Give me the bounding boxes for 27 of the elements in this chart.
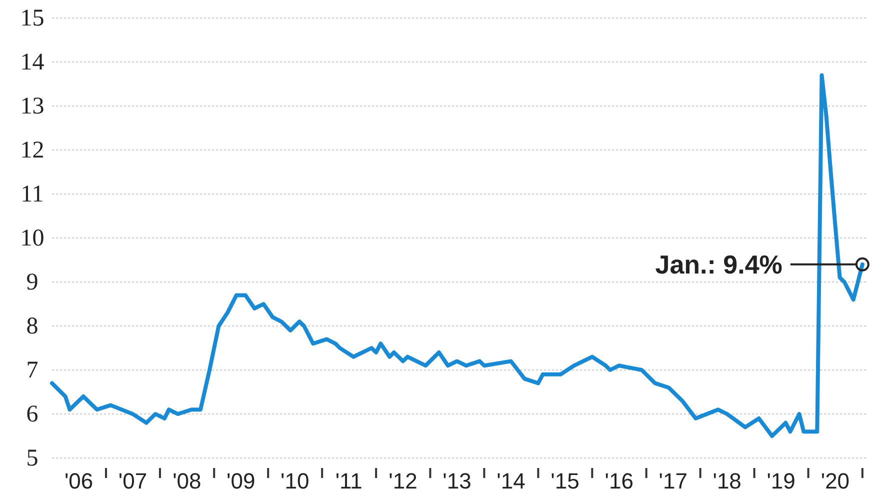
x-tick-label: '10 <box>280 468 310 490</box>
x-tick-label: '18 <box>712 468 742 490</box>
y-tick-label: 9 <box>26 270 38 296</box>
x-tick-label: '17 <box>658 468 688 490</box>
y-tick-label: 5 <box>26 446 38 472</box>
y-tick-label: 7 <box>26 358 38 384</box>
y-tick-label: 12 <box>20 138 44 164</box>
y-tick-label: 6 <box>26 402 38 428</box>
x-tick-label: '19 <box>766 468 796 490</box>
x-tick-label: '06 <box>64 468 94 490</box>
y-tick-label: 8 <box>26 314 38 340</box>
x-tick-label: '20 <box>820 468 850 490</box>
x-tick-label: '13 <box>442 468 472 490</box>
x-tick-label: '08 <box>172 468 202 490</box>
x-tick-label: '12 <box>388 468 418 490</box>
x-tick-label: '11 <box>335 468 362 490</box>
annotation: Jan.: 9.4% <box>655 249 782 280</box>
y-tick-label: 13 <box>20 94 44 120</box>
x-tick-label: '07 <box>118 468 148 490</box>
x-tick-label: '14 <box>496 468 526 490</box>
y-tick-label: 10 <box>20 226 44 252</box>
x-tick-label: '15 <box>550 468 580 490</box>
x-tick-label: '09 <box>226 468 256 490</box>
x-tick-label: '16 <box>604 468 634 490</box>
y-tick-label: 14 <box>20 50 44 76</box>
y-tick-label: 11 <box>20 182 44 208</box>
y-tick-label: 15 <box>20 6 44 32</box>
